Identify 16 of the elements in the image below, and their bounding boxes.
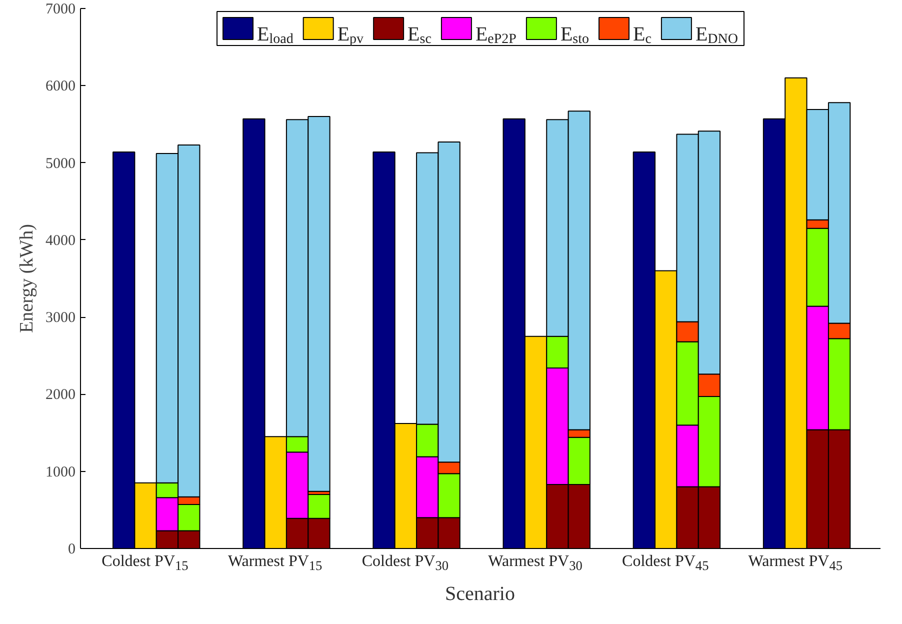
x-tick-label: Coldest PV$_{30}$ [362, 553, 449, 574]
x-tick-label: Warmest PV$_{45}$ [748, 553, 843, 574]
x-axis-title: Scenario [445, 582, 515, 607]
y-tick-label: 4000 [46, 232, 76, 249]
y-tick-label: 6000 [46, 78, 76, 95]
y-tick-label: 3000 [46, 310, 76, 326]
y-axis-title: Energy (kWh) [16, 224, 38, 333]
x-tick-label: Coldest PV$_{45}$ [622, 553, 709, 574]
y-tick-label: 0 [68, 542, 76, 558]
y-tick-label: 1000 [46, 464, 76, 480]
x-tick-label: Warmest PV$_{15}$ [228, 553, 322, 574]
y-tick-label: 5000 [46, 156, 76, 172]
x-tick-label: Coldest PV$_{15}$ [102, 553, 188, 574]
x-tick-label: Warmest PV$_{30}$ [488, 553, 582, 574]
y-tick-label: 2000 [46, 387, 76, 404]
y-tick-label: 7000 [46, 2, 76, 18]
